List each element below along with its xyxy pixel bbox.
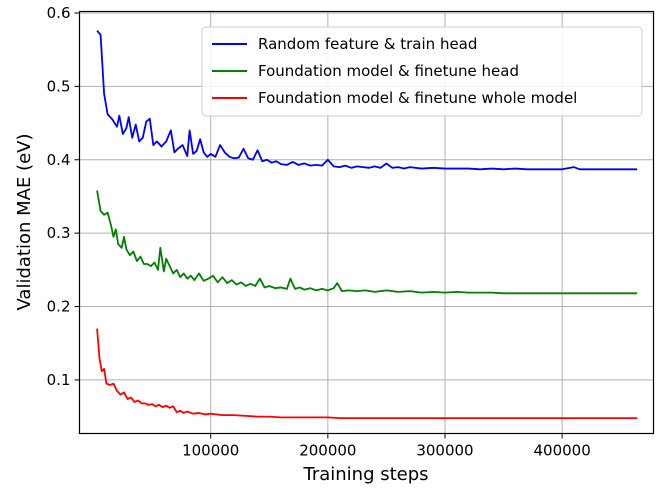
legend-box	[201, 26, 643, 117]
y-tick-label: 0.6	[47, 4, 71, 22]
series-lines	[96, 30, 638, 419]
legend: Random feature & train head Foundation mo…	[201, 26, 643, 117]
y-tick-label: 0.1	[47, 371, 71, 389]
series-line-1	[96, 190, 638, 295]
axis-ticks: 100000 200000 300000 400000 0.1 0.2 0.3 0.4 0.5 0…	[47, 4, 591, 460]
legend-label-1: Foundation model & finetune head	[258, 62, 519, 80]
legend-label-2: Foundation model & finetune whole model	[258, 89, 577, 107]
y-tick-label: 0.4	[47, 151, 71, 169]
series-line-2	[96, 328, 638, 419]
series-line-0	[96, 30, 638, 171]
plot-area-frame	[78, 10, 655, 435]
x-tick-label: 300000	[416, 442, 473, 460]
y-axis-label: Validation MAE (eV)	[14, 134, 35, 311]
legend-label-0: Random feature & train head	[258, 35, 477, 53]
x-tick-label: 100000	[182, 442, 239, 460]
y-tick-label: 0.5	[47, 77, 71, 95]
x-axis-label: Training steps	[302, 464, 428, 485]
x-tick-label: 200000	[299, 442, 356, 460]
y-tick-label: 0.3	[47, 224, 71, 242]
x-tick-label: 400000	[533, 442, 590, 460]
y-tick-label: 0.2	[47, 298, 71, 316]
